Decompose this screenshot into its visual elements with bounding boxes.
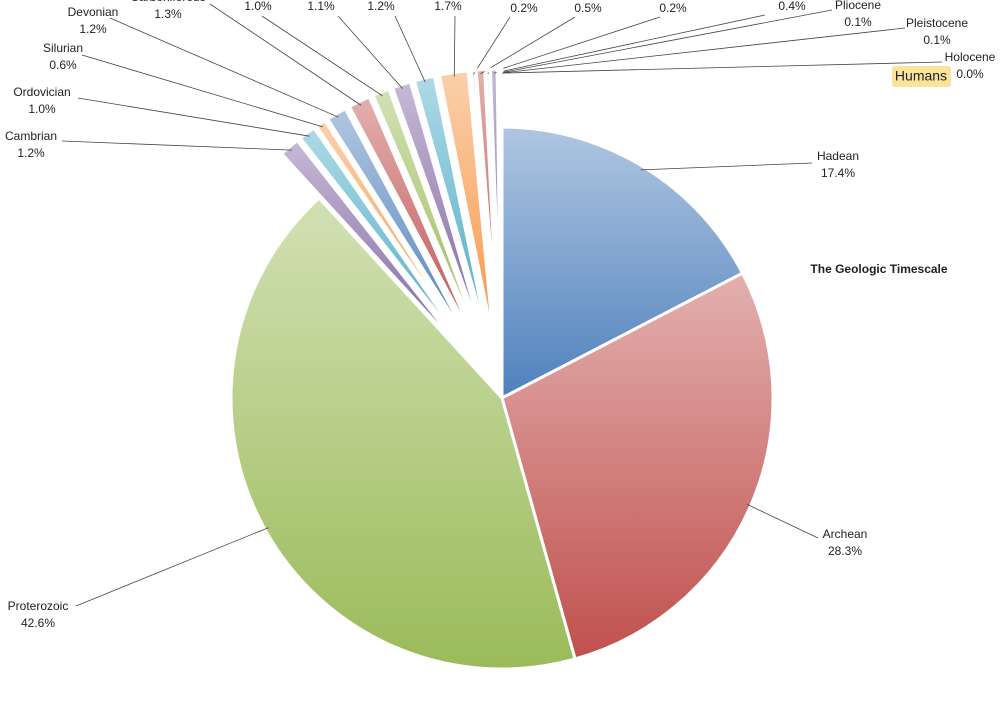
leader-line (480, 16, 576, 75)
slice-value-label: 0.4% (778, 0, 806, 13)
chart-title: The Geologic Timescale (810, 262, 947, 276)
leader-line (493, 14, 766, 74)
slice-value-label: 1.0% (244, 0, 272, 13)
leader-line (109, 17, 339, 118)
slice-shine (281, 140, 465, 354)
slice-value-label: 0.0% (956, 67, 984, 81)
slice-label: Archean (823, 527, 868, 541)
slice-label: Silurian (43, 41, 83, 55)
slice-value-label: 0.1% (844, 15, 872, 29)
leader-line (498, 9, 833, 74)
slice-shine (439, 70, 494, 341)
leader-line (640, 162, 813, 171)
slice-label: Pleistocene (906, 16, 968, 30)
leader-line (209, 3, 362, 106)
slice-value-label: 42.6% (21, 616, 55, 630)
leader-line (394, 15, 426, 83)
slice-value-label: 0.5% (574, 1, 602, 15)
slice-label: Proterozoic (8, 599, 69, 613)
slice-shine (349, 96, 477, 346)
leader-line (487, 16, 661, 74)
slice-value-label: 1.2% (79, 22, 107, 36)
slice-value-label: 1.1% (307, 0, 335, 13)
slice-shine (230, 197, 576, 669)
slice-shine (414, 76, 489, 342)
slice-value-label: 0.2% (510, 1, 538, 15)
leader-line (473, 16, 511, 75)
leader-line (501, 61, 943, 74)
slice-shine (373, 89, 481, 345)
leader-line (261, 15, 383, 97)
slice-label: Hadean (817, 149, 859, 163)
annotation: Humans (895, 68, 947, 84)
annotation-highlight (892, 66, 951, 87)
slice-shine (502, 127, 743, 398)
slice-label: Cambrian (5, 129, 57, 143)
slice-shine (485, 69, 500, 341)
slice-shine (476, 69, 499, 341)
slice-value-label: 1.2% (17, 146, 45, 160)
slice-label: Holocene (945, 50, 996, 64)
slice-label: Devonian (68, 5, 119, 19)
slice-value-label: 0.6% (49, 58, 77, 72)
slice-value-label: 0.2% (659, 1, 687, 15)
leader-line (337, 15, 403, 89)
leader-line (500, 27, 906, 74)
leader-line (61, 140, 292, 151)
leader-line (75, 527, 269, 607)
slice-value-label: 28.3% (828, 544, 862, 558)
slice-shine (316, 120, 471, 350)
slice-shine (502, 273, 773, 659)
slice-shine (327, 108, 473, 348)
slice-value-label: 1.2% (367, 0, 395, 13)
slice-value-label: 1.0% (28, 102, 56, 116)
slice-shine (490, 69, 501, 341)
slice-value-label: 1.7% (434, 0, 462, 13)
slice-label: Carboniferous (130, 0, 205, 4)
slice-value-label: 0.1% (923, 33, 951, 47)
slice-value-label: 17.4% (821, 166, 855, 180)
slice-shine (300, 128, 468, 352)
slice-label: Ordovician (13, 85, 70, 99)
slice-value-label: 1.3% (154, 7, 182, 21)
slice-shine (471, 70, 497, 341)
leader-line (453, 15, 456, 77)
leader-line (81, 54, 324, 128)
leader-line (77, 97, 310, 137)
slice-label: Pliocene (835, 0, 881, 12)
leader-line (746, 503, 819, 539)
slice-shine (392, 82, 485, 343)
